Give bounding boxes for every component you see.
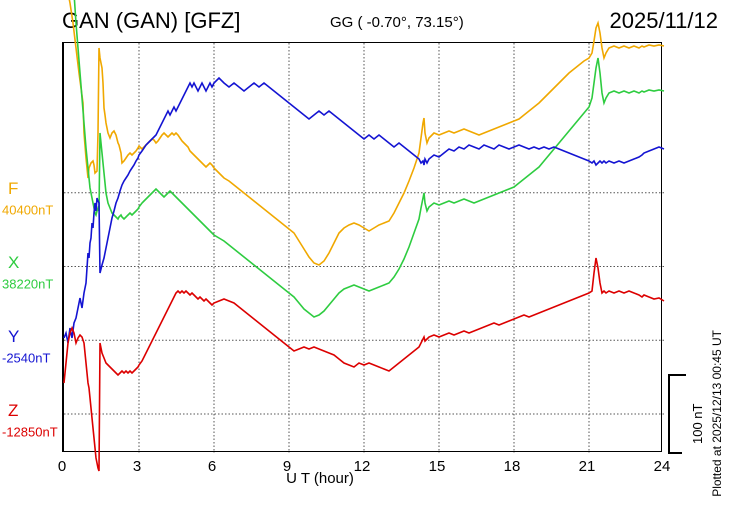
plotted-at-label: Plotted at 2025/12/13 00:45 UT	[710, 330, 724, 497]
series-label-x: X	[8, 253, 19, 273]
series-value-y: -2540nT	[2, 351, 50, 366]
series-value-x: 38220nT	[2, 277, 53, 292]
series-value-z: -12850nT	[2, 425, 58, 440]
scalebar-bottom-tick	[668, 452, 682, 454]
xtick-0: 0	[58, 458, 66, 475]
scalebar-top-tick	[668, 374, 686, 376]
xtick-21: 21	[579, 458, 596, 475]
xtick-3: 3	[133, 458, 141, 475]
series-label-z: Z	[8, 401, 18, 421]
xtick-15: 15	[429, 458, 446, 475]
xtick-12: 12	[354, 458, 371, 475]
xtick-24: 24	[654, 458, 671, 475]
station-title: GAN (GAN) [GFZ]	[62, 8, 240, 34]
series-value-f: 40400nT	[2, 203, 53, 218]
xtick-6: 6	[208, 458, 216, 475]
scalebar-label: 100 nT	[690, 382, 705, 444]
curve-svg	[64, 43, 664, 453]
scalebar-vline	[668, 374, 670, 452]
geo-coords-label: GG ( -0.70°, 73.15°)	[330, 14, 464, 31]
series-label-y: Y	[8, 327, 19, 347]
series-label-f: F	[8, 179, 18, 199]
xtick-18: 18	[504, 458, 521, 475]
date-label: 2025/11/12	[610, 8, 718, 34]
xaxis-title: U T (hour)	[286, 470, 354, 487]
plot-area	[62, 42, 662, 452]
magnetogram-chart: GAN (GAN) [GFZ] GG ( -0.70°, 73.15°) 202…	[0, 0, 730, 520]
